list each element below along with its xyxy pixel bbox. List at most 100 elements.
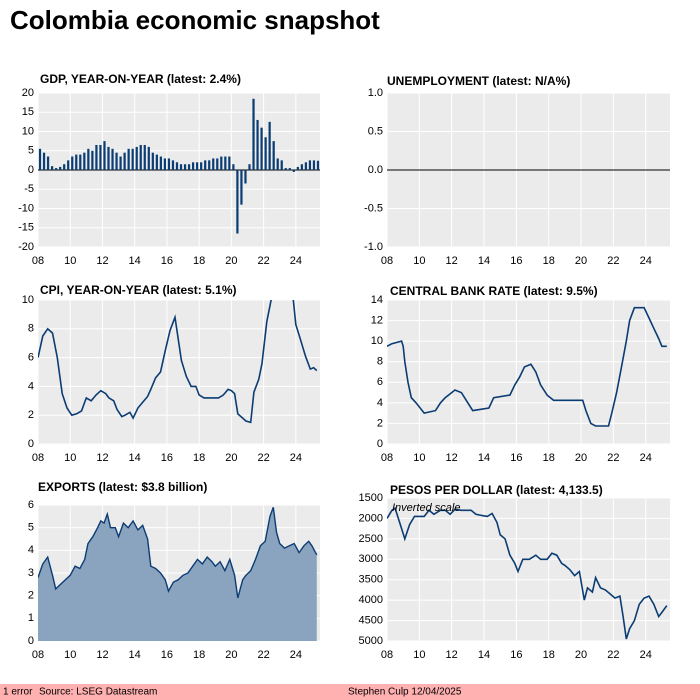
source: Source: LSEG Datastream — [39, 687, 157, 698]
bar — [151, 152, 154, 170]
x-tick-label: 16 — [161, 649, 173, 661]
bar — [163, 158, 167, 170]
y-tick-label: -5 — [24, 183, 34, 195]
y-tick-label: 0.5 — [368, 125, 383, 137]
bar — [175, 162, 179, 170]
bar — [42, 152, 46, 170]
x-tick-label: 12 — [96, 452, 108, 464]
bar — [276, 158, 279, 170]
bar — [71, 156, 74, 170]
x-tick-label: 18 — [543, 452, 555, 464]
y-tick-label: 20 — [22, 87, 34, 99]
y-tick-label: 5 — [28, 522, 34, 534]
x-tick-label: 10 — [64, 255, 76, 267]
x-tick-label: 08 — [381, 452, 393, 464]
plot — [38, 507, 318, 641]
bar — [232, 164, 235, 170]
bar — [179, 164, 183, 170]
bar — [50, 166, 54, 170]
x-tick-label: 16 — [510, 649, 522, 661]
bar — [75, 154, 78, 170]
y-tick-label: 15 — [22, 106, 34, 118]
x-tick-label: 08 — [381, 649, 393, 661]
bar — [119, 156, 122, 170]
x-tick-label: 24 — [640, 255, 652, 267]
plot — [387, 306, 667, 427]
x-tick-label: 10 — [413, 255, 425, 267]
x-tick-label: 24 — [290, 649, 302, 661]
bar — [212, 158, 215, 170]
y-tick-label: 4500 — [359, 614, 383, 626]
x-tick-label: 12 — [96, 255, 108, 267]
area — [38, 507, 317, 641]
x-tick-label: 16 — [510, 452, 522, 464]
x-tick-label: 14 — [478, 649, 490, 661]
y-tick-label: 0 — [377, 438, 383, 450]
x-tick-label: 12 — [96, 649, 108, 661]
bar — [272, 141, 275, 170]
bar — [55, 168, 58, 170]
x-tick-label: 22 — [257, 649, 269, 661]
bar — [91, 150, 94, 170]
x-tick-label: 18 — [193, 255, 205, 267]
y-tick-label: 1500 — [359, 492, 383, 504]
x-tick-label: 20 — [225, 649, 237, 661]
y-tick-label: 14 — [371, 294, 383, 306]
y-tick-label: -0.5 — [364, 202, 383, 214]
y-tick-label: 2 — [28, 409, 34, 421]
x-tick-label: 16 — [161, 452, 173, 464]
bar — [171, 160, 175, 170]
bar — [208, 160, 211, 170]
x-tick-label: 20 — [575, 255, 587, 267]
x-tick-label: 08 — [32, 649, 44, 661]
y-tick-label: 6 — [28, 499, 34, 511]
footer-bar — [0, 684, 700, 700]
x-tick-label: 14 — [129, 649, 141, 661]
y-tick-label: 8 — [377, 356, 383, 368]
bar — [228, 156, 231, 170]
bar — [296, 166, 299, 170]
y-tick-label: 5 — [28, 145, 34, 157]
line — [38, 300, 318, 424]
bar — [244, 170, 247, 184]
chart-title: EXPORTS (latest: $3.8 billion) — [38, 480, 207, 494]
x-tick-label: 14 — [478, 255, 490, 267]
bar — [107, 146, 110, 170]
plot-area — [387, 300, 670, 444]
plot — [38, 98, 320, 234]
y-tick-label: 10 — [22, 294, 34, 306]
bar — [103, 141, 106, 170]
chart-title: CENTRAL BANK RATE (latest: 9.5%) — [390, 284, 598, 298]
y-tick-label: 4 — [28, 380, 34, 392]
line — [387, 306, 667, 427]
x-tick-label: 10 — [64, 452, 76, 464]
x-tick-label: 20 — [575, 452, 587, 464]
y-tick-label: 6 — [28, 352, 34, 364]
x-tick-label: 10 — [64, 649, 76, 661]
bar — [260, 127, 263, 170]
bar — [236, 170, 239, 234]
y-tick-label: 0 — [28, 164, 34, 176]
y-tick-label: 5000 — [359, 635, 383, 647]
y-tick-label: -10 — [18, 202, 34, 214]
x-tick-label: 22 — [257, 452, 269, 464]
y-tick-label: 3500 — [359, 574, 383, 586]
x-tick-label: 14 — [478, 452, 490, 464]
bar — [264, 137, 267, 170]
x-tick-label: 10 — [413, 452, 425, 464]
bar — [316, 160, 320, 170]
bar — [83, 152, 86, 170]
bar — [224, 156, 227, 170]
annotation: Inverted scale — [392, 502, 460, 514]
bar — [155, 154, 158, 170]
x-tick-label: 14 — [129, 255, 141, 267]
x-tick-label: 18 — [543, 255, 555, 267]
y-tick-label: 2000 — [359, 512, 383, 524]
y-tick-label: -20 — [18, 241, 34, 253]
bar — [308, 160, 312, 170]
y-tick-label: 10 — [371, 335, 383, 347]
line — [387, 506, 668, 640]
bar — [280, 160, 283, 170]
x-tick-label: 24 — [290, 452, 302, 464]
bar — [87, 148, 90, 170]
